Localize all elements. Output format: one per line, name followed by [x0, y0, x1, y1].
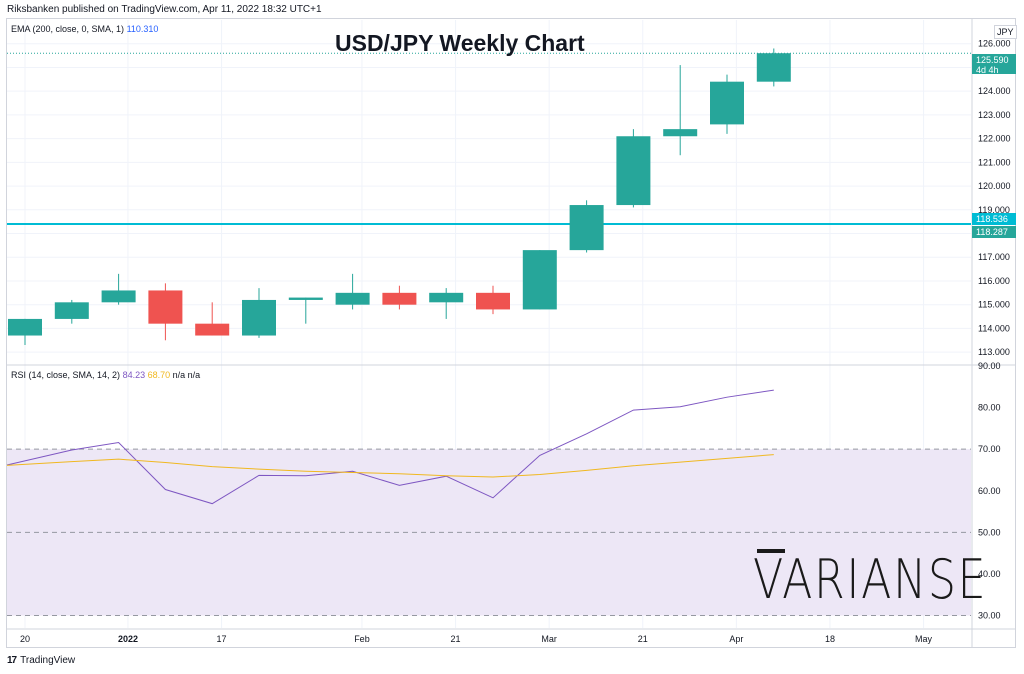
time-tick-label: 17 [217, 634, 227, 644]
ema-label: EMA (200, close, 0, SMA, 1) [11, 24, 125, 34]
rsi-tick-label: 40.00 [978, 569, 1001, 579]
candle-up[interactable] [242, 299, 276, 336]
currency-label[interactable]: JPY [994, 25, 1017, 39]
price-tick-label: 119.000 [978, 205, 1010, 215]
candle-down[interactable] [195, 323, 230, 336]
price-tick-label: 121.000 [978, 157, 1011, 167]
time-tick-label: 21 [638, 634, 648, 644]
candle-up[interactable] [335, 292, 370, 305]
ema-indicator-label[interactable]: EMA (200, close, 0, SMA, 1) 110.310 [11, 24, 158, 34]
candle-up[interactable] [756, 53, 791, 82]
candle-up[interactable] [101, 290, 136, 303]
last-price-tag: 125.590 4d 4h [972, 54, 1016, 75]
price-tick-label: 123.000 [978, 110, 1011, 120]
footer-brand[interactable]: TradingView [20, 655, 76, 666]
rsi-tick-label: 90.00 [978, 361, 1001, 371]
price-tick-label: 115.000 [978, 300, 1010, 310]
countdown-value: 4d 4h [976, 65, 999, 75]
ema-value: 110.310 [126, 24, 159, 34]
time-tick-label: 21 [451, 634, 461, 644]
rsi-line [6, 389, 774, 505]
time-tick-label: Apr [729, 634, 743, 644]
rsi-tick-label: 80.00 [978, 403, 1001, 413]
rsi-tick-label: 50.00 [978, 527, 1001, 537]
time-tick-label: Mar [541, 634, 557, 644]
rsi-indicator-label[interactable]: RSI (14, close, SMA, 14, 2) 84.23 68.70 … [11, 370, 200, 380]
time-tick-label: Feb [354, 634, 370, 644]
time-tick-label: 2022 [118, 634, 138, 644]
rsi-sma-line [6, 454, 774, 478]
time-tick-label: 20 [20, 634, 30, 644]
candle-up[interactable] [616, 136, 651, 206]
footer: 17 TradingView [7, 655, 75, 666]
candle-up[interactable] [54, 302, 89, 319]
publisher-credit: Riksbanken published on TradingView.com,… [7, 4, 322, 15]
rsi-tick-label: 30.00 [978, 611, 1001, 621]
rsi-tick-label: 70.00 [978, 444, 1001, 454]
rsi-sma-value: 68.70 [147, 370, 171, 380]
chart-title: USD/JPY Weekly Chart [335, 30, 585, 56]
candle-down[interactable] [476, 292, 510, 310]
candle-up[interactable] [429, 292, 464, 303]
level-tag-b: 118.287 [972, 226, 1016, 238]
candle-up[interactable] [663, 129, 698, 137]
chart-frame [6, 18, 1016, 648]
watermark-bar [757, 549, 785, 553]
price-tick-label: 116.000 [978, 276, 1010, 286]
candle-down[interactable] [382, 292, 417, 305]
watermark-logo: VARIANSE [753, 548, 988, 611]
price-tick-label: 114.000 [978, 323, 1010, 333]
price-tick-label: 113.000 [978, 347, 1010, 357]
time-tick-label: 18 [825, 634, 835, 644]
price-tick-label: 120.000 [978, 181, 1011, 191]
rsi-extra: n/a n/a [172, 370, 201, 380]
time-tick-label: May [915, 634, 933, 644]
level-tag-a: 118.536 [972, 213, 1016, 225]
price-tick-label: 126.000 [978, 39, 1011, 49]
candle-up[interactable] [8, 318, 42, 336]
candle-up[interactable] [710, 81, 744, 125]
rsi-label: RSI (14, close, SMA, 14, 2) [11, 370, 121, 380]
rsi-tick-label: 60.00 [978, 486, 1001, 496]
price-tick-label: 117.000 [978, 252, 1010, 262]
candle-down[interactable] [148, 290, 183, 324]
price-tick-label: 124.000 [978, 86, 1011, 96]
candle-up[interactable] [522, 250, 557, 310]
last-price-value: 125.590 [976, 55, 1009, 65]
rsi-value: 84.23 [122, 370, 146, 380]
tradingview-logo-icon: 17 [7, 655, 17, 666]
candle-up[interactable] [288, 297, 323, 300]
candle-up[interactable] [569, 205, 604, 251]
price-tick-label: 122.000 [978, 134, 1011, 144]
